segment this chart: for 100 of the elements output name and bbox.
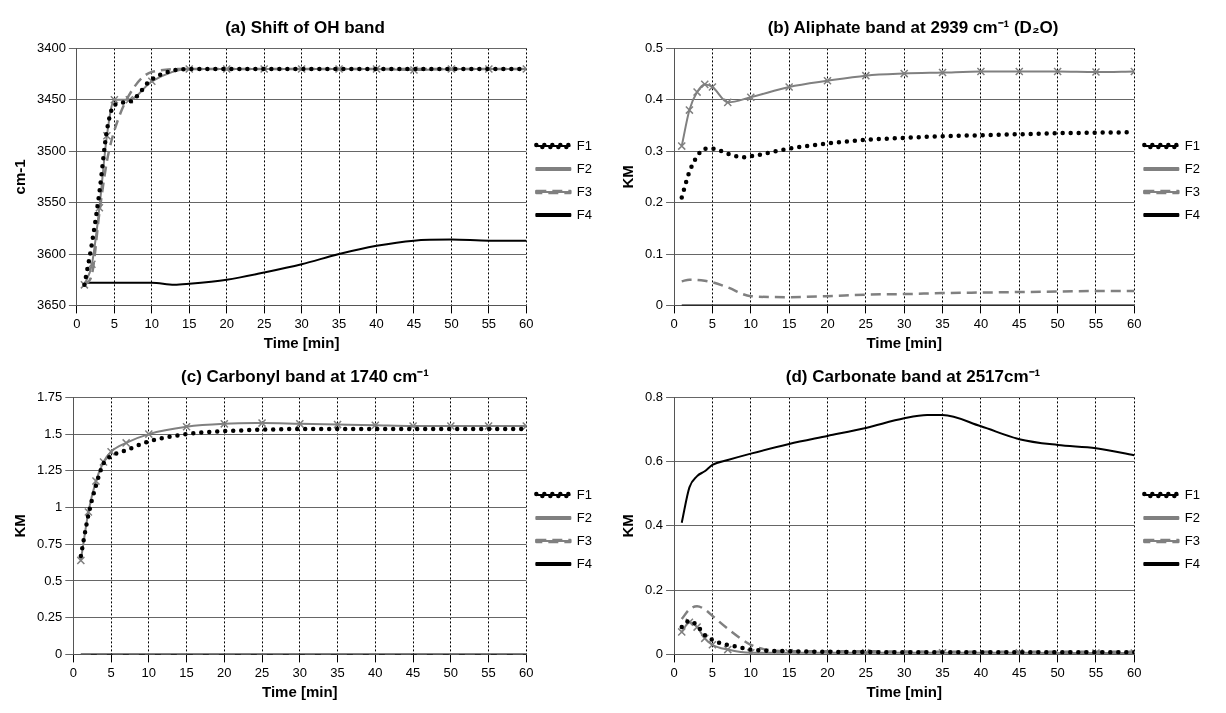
- x-tick-label: 25: [254, 664, 270, 680]
- y-tick-label: 0.75: [36, 535, 63, 551]
- legend-label: F2: [576, 509, 592, 525]
- y-tick-label: 3550: [37, 194, 66, 210]
- chart-title: (b) Aliphate band at 2939 cm⁻¹ (D₂O): [767, 17, 1059, 37]
- x-tick-label: 5: [110, 315, 118, 331]
- y-axis-title: cm-1: [11, 159, 29, 195]
- y-tick-label: 0.5: [44, 572, 63, 588]
- x-tick-label: 25: [858, 664, 874, 680]
- x-tick-label: 55: [481, 315, 497, 331]
- x-tick-label: 45: [406, 315, 422, 331]
- x-tick-label: 5: [708, 664, 717, 680]
- chart-title: (c) Carbonyl band at 1740 cm⁻¹: [181, 366, 430, 386]
- x-tick-label: 45: [405, 664, 421, 680]
- x-tick-label: 15: [781, 664, 797, 680]
- x-tick-label: 20: [820, 315, 835, 331]
- x-tick-label: 10: [141, 664, 157, 680]
- x-tick-label: 35: [330, 664, 345, 680]
- y-tick-label: 0.4: [644, 91, 664, 107]
- x-tick-label: 0: [73, 315, 81, 331]
- y-tick-label: 1.25: [36, 462, 63, 478]
- x-tick-label: 15: [781, 315, 797, 331]
- x-tick-label: 40: [973, 664, 989, 680]
- x-tick-label: 45: [1012, 315, 1027, 331]
- x-tick-label: 35: [935, 315, 950, 331]
- x-tick-label: 50: [443, 664, 459, 680]
- legend-label: F2: [1184, 509, 1200, 525]
- x-tick-label: 50: [444, 315, 459, 331]
- x-tick-label: 20: [820, 664, 835, 680]
- x-tick-label: 10: [743, 315, 759, 331]
- x-tick-label: 20: [217, 664, 232, 680]
- x-tick-label: 15: [182, 315, 197, 331]
- y-tick-label: 0.2: [644, 194, 664, 210]
- y-tick-label: 0.8: [644, 388, 664, 404]
- y-axis-title: KM: [619, 165, 637, 189]
- x-tick-label: 55: [481, 664, 496, 680]
- y-axis-title: KM: [11, 514, 29, 538]
- y-tick-label: 0.5: [644, 39, 664, 55]
- y-tick-label: 0.1: [644, 245, 664, 261]
- y-tick-label: 1.5: [44, 425, 63, 441]
- x-axis-title: Time [min]: [262, 683, 338, 701]
- legend-label: F4: [1184, 206, 1200, 222]
- x-tick-label: 10: [144, 315, 160, 331]
- x-tick-label: 35: [331, 315, 347, 331]
- y-tick-label: 3650: [37, 296, 66, 312]
- legend-label: F3: [1184, 183, 1200, 199]
- legend-label: F1: [1184, 486, 1200, 502]
- x-tick-label: 0: [670, 664, 678, 680]
- legend-label: F2: [576, 160, 592, 176]
- y-tick-label: 0.3: [644, 142, 664, 158]
- y-tick-label: 0.25: [36, 609, 63, 625]
- x-tick-label: 0: [670, 315, 678, 331]
- y-tick-label: 0: [55, 645, 63, 661]
- x-tick-label: 25: [858, 315, 874, 331]
- y-tick-label: 1.75: [36, 388, 63, 404]
- x-tick-label: 20: [219, 315, 234, 331]
- x-tick-label: 30: [896, 664, 912, 680]
- x-tick-label: 60: [519, 315, 534, 331]
- legend-label: F1: [1184, 137, 1200, 153]
- x-tick-label: 5: [708, 315, 717, 331]
- legend-label: F1: [576, 486, 592, 502]
- x-tick-label: 50: [1050, 664, 1065, 680]
- y-tick-label: 3400: [37, 39, 66, 55]
- y-tick-label: 0: [655, 296, 664, 312]
- x-tick-label: 30: [294, 315, 309, 331]
- x-tick-label: 60: [1127, 315, 1142, 331]
- x-tick-label: 30: [896, 315, 912, 331]
- x-tick-label: 40: [973, 315, 989, 331]
- legend-label: F2: [1184, 160, 1200, 176]
- x-tick-label: 55: [1088, 315, 1104, 331]
- x-tick-label: 10: [743, 664, 759, 680]
- y-tick-label: 3450: [37, 91, 66, 107]
- y-tick-label: 1: [55, 499, 63, 515]
- x-tick-label: 30: [292, 664, 308, 680]
- x-tick-label: 15: [179, 664, 194, 680]
- legend-label: F4: [576, 206, 592, 222]
- legend-label: F4: [576, 555, 592, 571]
- legend-label: F3: [576, 183, 592, 199]
- x-tick-label: 55: [1088, 664, 1104, 680]
- x-tick-label: 40: [368, 664, 383, 680]
- x-axis-title: Time [min]: [866, 334, 942, 352]
- x-tick-label: 60: [1127, 664, 1142, 680]
- y-tick-label: 0.4: [644, 517, 664, 533]
- legend-label: F3: [1184, 532, 1200, 548]
- chart-title: (d) Carbonate band at 2517cm⁻¹: [785, 366, 1041, 386]
- legend-label: F4: [1184, 555, 1200, 571]
- x-tick-label: 25: [256, 315, 272, 331]
- x-tick-label: 60: [519, 664, 534, 680]
- x-tick-label: 5: [107, 664, 115, 680]
- y-tick-label: 0.6: [644, 453, 664, 469]
- y-tick-label: 3600: [37, 245, 66, 261]
- x-tick-label: 50: [1050, 315, 1065, 331]
- y-tick-label: 0.2: [644, 581, 664, 597]
- x-tick-label: 40: [369, 315, 384, 331]
- chart-title: (a) Shift of OH band: [225, 17, 385, 37]
- x-tick-label: 35: [935, 664, 950, 680]
- x-tick-label: 0: [69, 664, 77, 680]
- y-tick-label: 3500: [37, 142, 66, 158]
- y-axis-title: KM: [619, 514, 637, 538]
- y-tick-label: 0: [655, 645, 664, 661]
